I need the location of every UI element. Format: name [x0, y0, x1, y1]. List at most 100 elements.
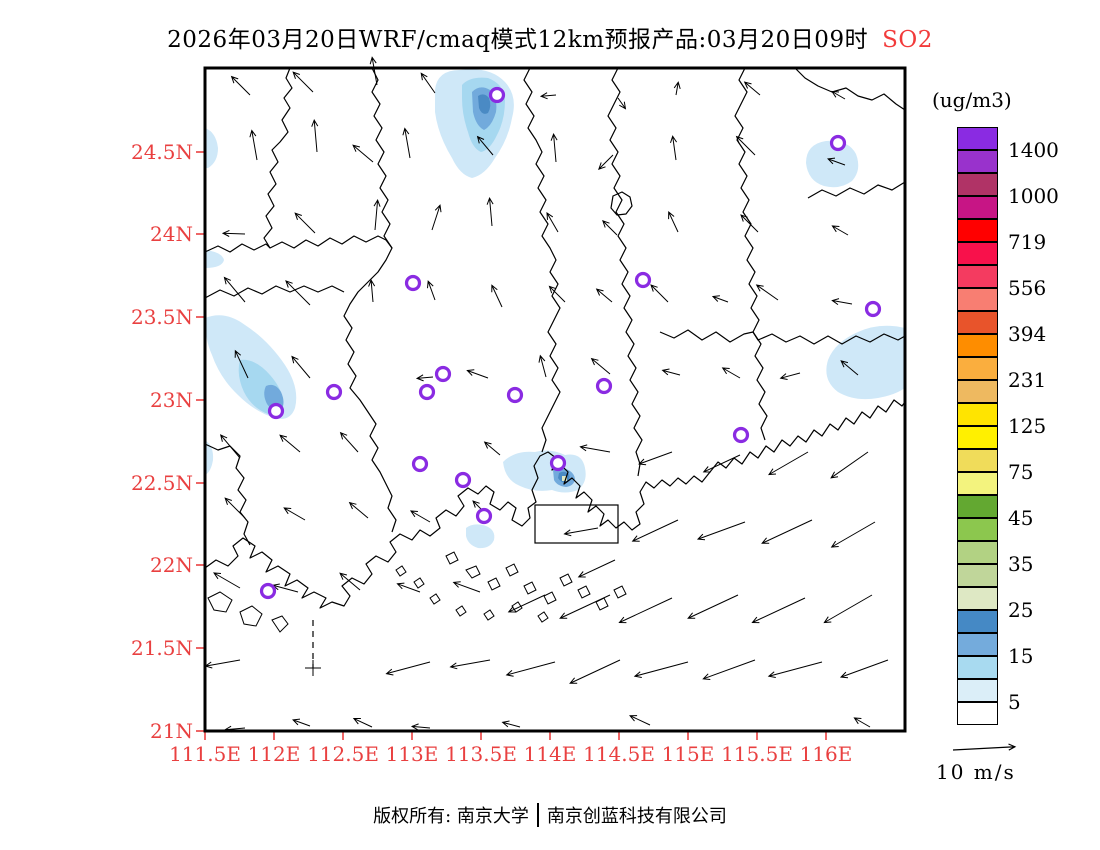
wind-arrow: [673, 81, 681, 96]
colorbar-cell: [957, 150, 998, 173]
island-outline: [595, 597, 609, 611]
colorbar-tick-label: 25: [1008, 598, 1034, 622]
wind-arrow: [373, 198, 381, 231]
wind-arrow: [409, 510, 431, 523]
cross-mark: [305, 660, 321, 676]
city-marker: [454, 471, 472, 489]
wind-arrow: [702, 659, 756, 680]
island-outline: [537, 611, 549, 623]
colorbar-cell: [957, 173, 998, 196]
wind-arrow: [292, 718, 311, 727]
x-axis-tick-label: 114.5E: [583, 742, 655, 766]
colorbar-cell: [957, 449, 998, 472]
wind-arrow: [670, 135, 678, 161]
copyright-company: 南京创蓝科技有限公司: [546, 806, 727, 827]
wind-arrow: [507, 594, 546, 613]
city-marker: [434, 365, 452, 383]
city-marker: [418, 383, 436, 401]
wind-arrow: [368, 278, 376, 303]
wind-arrow: [823, 594, 873, 624]
city-marker: [864, 300, 882, 318]
colorbar-cell: [957, 702, 998, 725]
province-boundary: [610, 191, 633, 216]
wind-arrow: [569, 659, 621, 684]
province-boundary: [523, 67, 561, 453]
wind-arrow: [249, 129, 258, 161]
wind-arrow: [618, 597, 673, 624]
colorbar-cell: [957, 196, 998, 219]
wind-arrow: [501, 720, 521, 728]
colorbar-tick-label: 75: [1008, 460, 1034, 484]
colorbar-cell: [957, 357, 998, 380]
island-outline: [483, 609, 495, 621]
island-outline: [455, 605, 467, 617]
wind-arrow: [339, 572, 361, 591]
wind-arrow: [234, 349, 249, 379]
wind-arrow: [283, 507, 306, 521]
wind-arrow: [219, 434, 241, 459]
wind-scale-label: 10 m/s: [936, 760, 1016, 784]
colorbar-cell: [957, 472, 998, 495]
title-species: SO2: [882, 27, 933, 53]
wind-arrow: [452, 581, 481, 593]
island-outline: [543, 591, 557, 605]
wind-arrow: [415, 374, 434, 382]
island-outline: [559, 573, 573, 587]
wind-arrow: [292, 71, 314, 93]
concentration-patch: [503, 450, 586, 493]
wind-arrow: [751, 597, 806, 624]
y-axis-tick-label: 23N: [150, 388, 193, 412]
region-inset-box: [534, 504, 619, 544]
wind-arrow: [638, 451, 673, 466]
wind-arrow: [431, 204, 442, 231]
copyright-owner: 版权所有: 南京大学: [373, 806, 529, 827]
wind-arrow: [740, 214, 759, 233]
concentration-patch: [478, 94, 491, 114]
x-axis-tick-label: 112.5E: [307, 742, 379, 766]
wind-arrow: [711, 295, 729, 303]
wind-arrow: [396, 582, 421, 593]
city-marker: [634, 271, 652, 289]
wind-arrow: [491, 284, 503, 308]
wind-arrow: [702, 454, 741, 473]
wind-arrow: [755, 284, 779, 301]
wind-arrow: [559, 594, 611, 619]
province-boundary: [204, 285, 345, 299]
x-axis-tick-label: 115.5E: [721, 742, 793, 766]
x-axis-tick-label: 116E: [799, 742, 853, 766]
province-boundary: [734, 67, 768, 441]
colorbar-cell: [957, 564, 998, 587]
wind-arrow: [831, 90, 846, 100]
y-axis-tick-label: 21N: [150, 719, 193, 743]
wind-arrow: [840, 360, 859, 376]
colorbar-cell: [957, 380, 998, 403]
colorbar-cell: [957, 311, 998, 334]
wind-arrow: [853, 717, 871, 728]
wind-arrow: [213, 572, 241, 589]
wind-arrow: [294, 212, 316, 234]
wind-arrow: [204, 659, 241, 669]
city-marker: [488, 86, 506, 104]
wind-arrow: [505, 661, 556, 677]
wind-arrow: [221, 229, 246, 237]
province-boundary: [607, 67, 643, 477]
wind-arrow: [590, 357, 611, 375]
wind-arrow: [830, 521, 876, 548]
city-marker: [325, 383, 343, 401]
colorbar-cell: [957, 679, 998, 702]
wind-arrow: [563, 527, 599, 537]
island-outline: [239, 605, 263, 627]
province-boundary: [659, 329, 906, 345]
city-marker: [259, 582, 277, 600]
colorbar-cell: [957, 541, 998, 564]
wind-arrow: [279, 434, 301, 453]
wind-arrow: [539, 92, 557, 100]
x-axis-tick-label: 114E: [523, 742, 577, 766]
city-marker: [506, 386, 524, 404]
island-outline: [487, 577, 501, 591]
colorbar-tick-label: 231: [1008, 368, 1047, 392]
concentration-patch: [205, 440, 214, 475]
map-frame: [203, 66, 907, 733]
wind-arrow: [486, 196, 494, 227]
